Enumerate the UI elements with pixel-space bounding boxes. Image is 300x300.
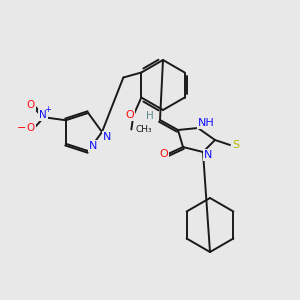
Text: −: − [17, 123, 26, 133]
Text: N: N [204, 150, 212, 160]
Text: CH₃: CH₃ [135, 125, 152, 134]
Text: H: H [146, 111, 154, 121]
Text: N: N [89, 141, 98, 151]
Text: O: O [160, 149, 168, 159]
Text: O: O [27, 100, 35, 110]
Text: N: N [39, 110, 47, 120]
Text: O: O [125, 110, 134, 119]
Text: N: N [103, 132, 111, 142]
Text: O: O [27, 123, 35, 133]
Text: NH: NH [198, 118, 214, 128]
Text: +: + [44, 105, 51, 114]
Text: S: S [232, 140, 240, 150]
